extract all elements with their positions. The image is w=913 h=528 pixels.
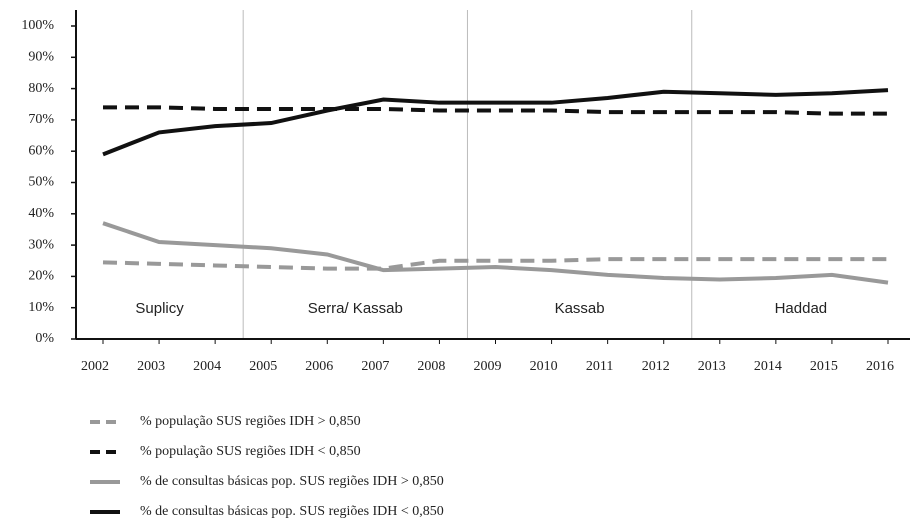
period-label: Serra/ Kassab: [308, 300, 403, 317]
x-tick-label: 2016: [866, 359, 894, 374]
y-tick-label: 50%: [28, 175, 54, 190]
x-tick-label: 2013: [698, 359, 726, 374]
legend-label: % população SUS regiões IDH < 0,850: [140, 444, 361, 459]
x-tick-label: 2015: [810, 359, 838, 374]
x-tick-label: 2003: [137, 359, 165, 374]
x-tick-label: 2007: [361, 359, 389, 374]
series-line: [102, 221, 889, 285]
x-tick-label: 2014: [754, 359, 782, 374]
x-tick-label: 2010: [530, 359, 558, 374]
legend-label: % de consultas básicas pop. SUS regiões …: [140, 504, 444, 519]
x-tick-label: 2004: [193, 359, 221, 374]
x-tick-label: 2006: [305, 359, 333, 374]
x-tick-label: 2012: [642, 359, 670, 374]
x-tick-label: 2009: [474, 359, 502, 374]
y-tick-label: 100%: [21, 18, 54, 33]
y-tick-label: 80%: [28, 81, 54, 96]
period-label: Haddad: [775, 300, 828, 317]
y-tick-label: 60%: [28, 143, 54, 158]
legend-label: % população SUS regiões IDH > 0,850: [140, 414, 361, 429]
y-tick-label: 30%: [28, 237, 54, 252]
series-line: [103, 105, 888, 116]
y-tick-label: 10%: [28, 300, 54, 315]
x-tick-label: 2011: [586, 359, 613, 374]
y-tick-label: 70%: [28, 112, 54, 127]
x-tick-label: 2005: [249, 359, 277, 374]
y-tick-label: 40%: [28, 206, 54, 221]
x-tick-label: 2008: [417, 359, 445, 374]
y-tick-label: 20%: [28, 269, 54, 284]
y-tick-label: 90%: [28, 50, 54, 65]
period-label: Suplicy: [135, 300, 184, 317]
legend-label: % de consultas básicas pop. SUS regiões …: [140, 474, 444, 489]
y-tick-label: 0%: [35, 331, 54, 346]
x-tick-label: 2002: [81, 359, 109, 374]
period-label: Kassab: [555, 300, 605, 317]
series-line: [102, 88, 889, 157]
